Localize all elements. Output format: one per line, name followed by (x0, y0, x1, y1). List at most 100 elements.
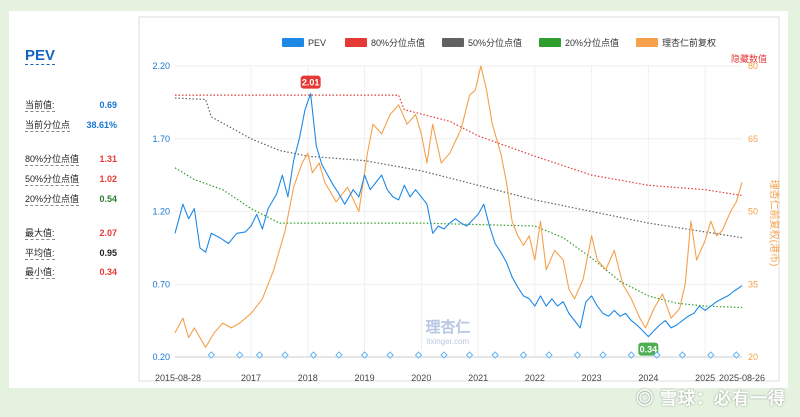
legend[interactable]: PEV 80%分位点值 50%分位点值 20%分位点值 理杏仁前复权 (282, 37, 716, 48)
x-tick-label: 2018 (298, 373, 318, 383)
x-tick-label: 2015-08-28 (155, 373, 201, 383)
x-tick-label: 2024 (638, 373, 658, 383)
legend-label: PEV (308, 38, 326, 48)
right-tick-label: 35 (748, 279, 758, 289)
legend-item: 50%分位点值 (442, 37, 522, 48)
event-marker[interactable] (360, 351, 369, 359)
legend-item: PEV (282, 38, 326, 48)
plot-frame (138, 16, 780, 382)
stat-label: 当前值: (25, 100, 55, 112)
legend-label: 20%分位点值 (565, 37, 619, 48)
annotations: 2.01 0.34 (300, 75, 659, 356)
svg-text:lixinger.com: lixinger.com (427, 337, 470, 346)
event-markers[interactable] (207, 351, 741, 359)
value-callout: 2.01 (300, 75, 321, 89)
stat-label: 最大值: (25, 228, 55, 240)
event-marker[interactable] (335, 351, 343, 359)
stat-value: 0.69 (99, 100, 117, 110)
event-marker[interactable] (207, 351, 216, 359)
series-line-1 (175, 94, 743, 197)
left-tick-label: 1.20 (152, 207, 170, 217)
right-tick-label: 50 (748, 207, 758, 217)
event-marker[interactable] (414, 351, 423, 359)
left-tick-label: 2.20 (152, 61, 170, 71)
stat-label: 平均值: (25, 248, 55, 260)
x-tick-label: 2025 (695, 373, 715, 383)
event-marker[interactable] (599, 351, 607, 359)
event-marker[interactable] (309, 351, 318, 359)
stat-value: 1.31 (99, 154, 117, 164)
stat-value: 1.02 (99, 174, 117, 184)
value-callout: 0.34 (638, 342, 659, 356)
xueqiu-watermark: ◎ 雪球：必有一得 (636, 389, 786, 408)
legend-label: 80%分位点值 (371, 37, 425, 48)
stat-label: 20%分位点值 (25, 194, 80, 206)
event-marker[interactable] (465, 351, 474, 359)
legend-item: 80%分位点值 (345, 37, 425, 48)
stat-value: 2.07 (99, 228, 117, 238)
left-tick-label: 0.70 (152, 279, 170, 289)
event-marker[interactable] (707, 351, 715, 359)
legend-swatch (345, 38, 367, 47)
legend-swatch (442, 38, 464, 47)
series-line-4 (174, 65, 743, 348)
x-tick-label: 2019 (355, 373, 375, 383)
event-marker[interactable] (440, 351, 448, 359)
svg-text:理杏仁: 理杏仁 (425, 318, 470, 336)
event-marker[interactable] (519, 351, 528, 359)
event-marker[interactable] (386, 351, 394, 359)
legend-swatch (636, 38, 658, 47)
x-tick-label: 2025-08-26 (719, 373, 765, 383)
legend-label: 50%分位点值 (468, 37, 522, 48)
x-tick-label: 2020 (411, 373, 431, 383)
stat-label: 最小值: (25, 267, 55, 279)
right-tick-label: 65 (748, 134, 758, 144)
left-tick-label: 0.20 (152, 352, 170, 362)
x-tick-label: 2023 (582, 373, 602, 383)
axis-ticks: 0.20 0.70 1.20 1.70 2.20 20 35 50 65 80 2015-08-28… (152, 61, 765, 383)
event-marker[interactable] (545, 351, 553, 359)
callout-text: 2.01 (302, 78, 320, 88)
stat-label: 80%分位点值 (25, 154, 80, 166)
series-line-0 (174, 93, 743, 338)
chart-panel: PEV 当前值: 0.69 当前分位点 38.61% 80%分位点值 1.31 … (9, 11, 788, 388)
stat-value: 38.61% (86, 120, 117, 130)
x-tick-label: 2021 (468, 373, 488, 383)
series-line-3 (174, 167, 743, 309)
event-marker[interactable] (491, 351, 499, 359)
stat-label: 50%分位点值 (25, 174, 80, 186)
event-marker[interactable] (255, 351, 264, 359)
hide-values-link[interactable]: 隐藏数值 (731, 53, 767, 64)
callout-box (638, 342, 659, 356)
pev-line-chart: PEV 80%分位点值 50%分位点值 20%分位点值 理杏仁前复权 隐藏数值 理杏仁前… (138, 16, 781, 383)
stats-sidebar: PEV 当前值: 0.69 当前分位点 38.61% 80%分位点值 1.31 … (9, 11, 129, 388)
right-tick-label: 80 (748, 61, 758, 71)
lixinger-watermark: 理杏仁 lixinger.com (425, 318, 470, 346)
legend-item: 理杏仁前复权 (636, 37, 716, 48)
event-marker[interactable] (235, 351, 244, 359)
stat-value: 0.95 (99, 248, 117, 258)
metric-title[interactable]: PEV (25, 47, 56, 65)
legend-swatch (539, 38, 561, 47)
left-tick-label: 1.70 (152, 134, 170, 144)
series-lines (174, 65, 743, 348)
stat-label: 当前分位点 (25, 120, 71, 132)
event-marker[interactable] (653, 351, 661, 359)
stat-value: 0.54 (99, 194, 117, 204)
event-marker[interactable] (573, 351, 582, 359)
stat-value: 0.34 (99, 267, 117, 277)
event-marker[interactable] (678, 351, 687, 359)
right-axis-label: 理杏仁前复权(港币) (768, 180, 781, 267)
legend-item: 20%分位点值 (539, 37, 619, 48)
event-marker[interactable] (627, 351, 636, 359)
event-marker[interactable] (732, 351, 741, 359)
legend-swatch (282, 38, 304, 47)
event-marker[interactable] (281, 351, 289, 359)
callout-box (300, 75, 321, 89)
legend-label: 理杏仁前复权 (662, 37, 716, 48)
x-tick-label: 2017 (241, 373, 261, 383)
grid-lines (175, 65, 742, 358)
callout-text: 0.34 (640, 345, 658, 355)
x-tick-label: 2022 (525, 373, 545, 383)
right-tick-label: 20 (748, 352, 758, 362)
